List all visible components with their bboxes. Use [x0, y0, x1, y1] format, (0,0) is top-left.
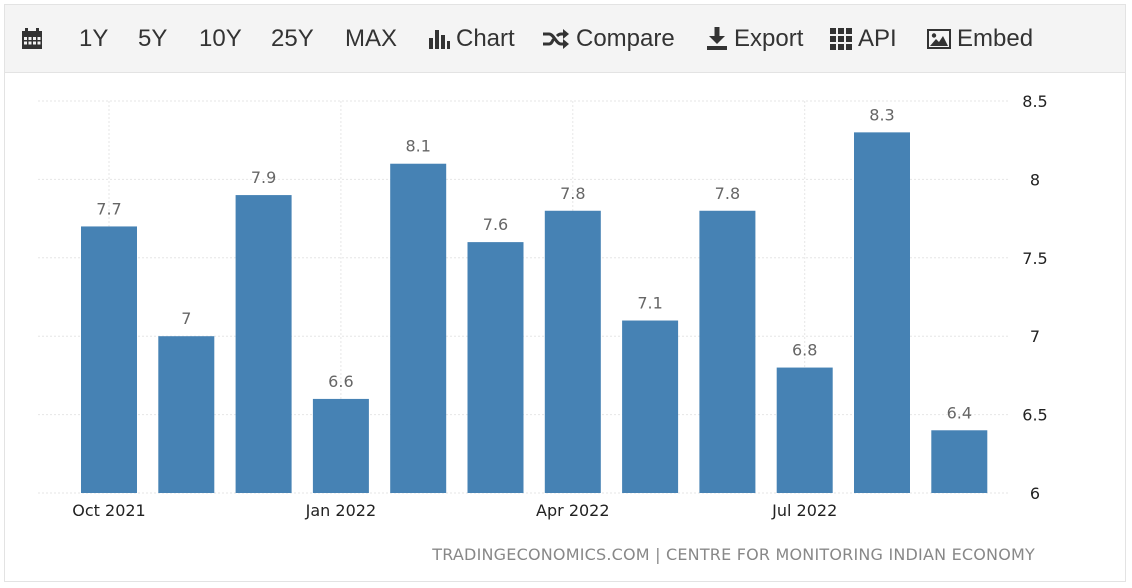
export-button[interactable]: Export	[706, 5, 803, 73]
bar	[390, 163, 447, 493]
bar-value-label: 7.1	[637, 294, 662, 313]
x-tick-label: Jan 2022	[305, 501, 376, 520]
bar-value-label: 7.8	[715, 184, 740, 203]
bar-value-label: 7.9	[251, 168, 276, 187]
bar-value-label: 7.7	[96, 199, 121, 218]
bar	[699, 210, 756, 493]
x-tick-label: Oct 2021	[72, 501, 145, 520]
range-1y-button[interactable]: 1Y	[79, 25, 109, 52]
chart-area: 6 6.5 7 7.5 8 8.5 Oct 2021 Jan 2022 Apr 2022 Jul …	[5, 73, 1125, 583]
y-tick-label: 8.5	[1022, 92, 1047, 111]
bar-value-label: 7	[181, 309, 191, 328]
bar-value-label: 6.8	[792, 341, 817, 360]
source-credit: TRADINGECONOMICS.COM | CENTRE FOR MONITO…	[432, 545, 1035, 564]
y-tick-label: 6	[1030, 484, 1040, 503]
bar	[467, 242, 524, 493]
bar-value-label: 8.3	[869, 105, 894, 124]
chart-button[interactable]: Chart	[428, 5, 515, 73]
range-25y-button[interactable]: 25Y	[271, 25, 314, 52]
y-tick-label: 7	[1030, 327, 1040, 346]
bar-value-label: 6.4	[947, 403, 972, 422]
y-tick-label: 8	[1030, 170, 1040, 189]
bar	[776, 367, 833, 493]
bar-value-label: 8.1	[405, 137, 430, 156]
y-tick-label: 7.5	[1022, 249, 1047, 268]
bar	[931, 430, 988, 493]
bar-chart: 6 6.5 7 7.5 8 8.5 Oct 2021 Jan 2022 Apr 2022 Jul …	[38, 92, 1048, 520]
download-icon	[707, 27, 727, 50]
bar-value-label: 7.8	[560, 184, 585, 203]
bar	[235, 195, 292, 493]
bar-chart-icon	[429, 30, 450, 49]
range-10y-button[interactable]: 10Y	[199, 25, 242, 52]
bar	[81, 226, 137, 493]
bar-value-label: 6.6	[328, 372, 353, 391]
grid-icon	[830, 28, 852, 50]
y-tick-label: 6.5	[1022, 406, 1047, 425]
x-tick-label: Apr 2022	[536, 501, 609, 520]
shuffle-icon	[543, 29, 569, 49]
chart-widget: 1Y 5Y 10Y 25Y MAX Chart Compare	[4, 4, 1126, 582]
bar	[622, 320, 679, 493]
api-button[interactable]: API	[830, 5, 897, 73]
calendar-icon	[22, 28, 42, 49]
range-max-button[interactable]: MAX	[345, 25, 398, 52]
embed-button[interactable]: Embed	[927, 5, 1033, 73]
x-tick-label: Jul 2022	[771, 501, 837, 520]
calendar-button[interactable]	[21, 5, 43, 73]
image-icon	[927, 29, 951, 49]
bar-value-label: 7.6	[483, 215, 508, 234]
range-5y-button[interactable]: 5Y	[138, 25, 168, 52]
toolbar: 1Y 5Y 10Y 25Y MAX Chart Compare	[5, 5, 1125, 73]
bar	[854, 132, 910, 494]
compare-button[interactable]: Compare	[542, 5, 675, 73]
bar	[158, 336, 215, 493]
bar	[544, 210, 601, 493]
bar	[312, 398, 369, 493]
